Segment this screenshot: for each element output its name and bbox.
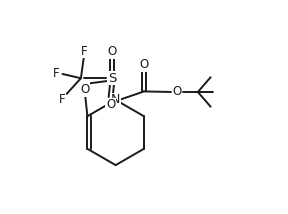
Text: F: F [59, 93, 66, 106]
Text: O: O [106, 98, 115, 111]
Text: F: F [80, 45, 87, 58]
Text: O: O [107, 45, 117, 58]
Text: N: N [111, 94, 120, 106]
Text: O: O [139, 58, 149, 71]
Text: O: O [81, 83, 90, 96]
Text: O: O [173, 85, 182, 98]
Text: F: F [53, 67, 59, 80]
Text: S: S [108, 72, 116, 85]
